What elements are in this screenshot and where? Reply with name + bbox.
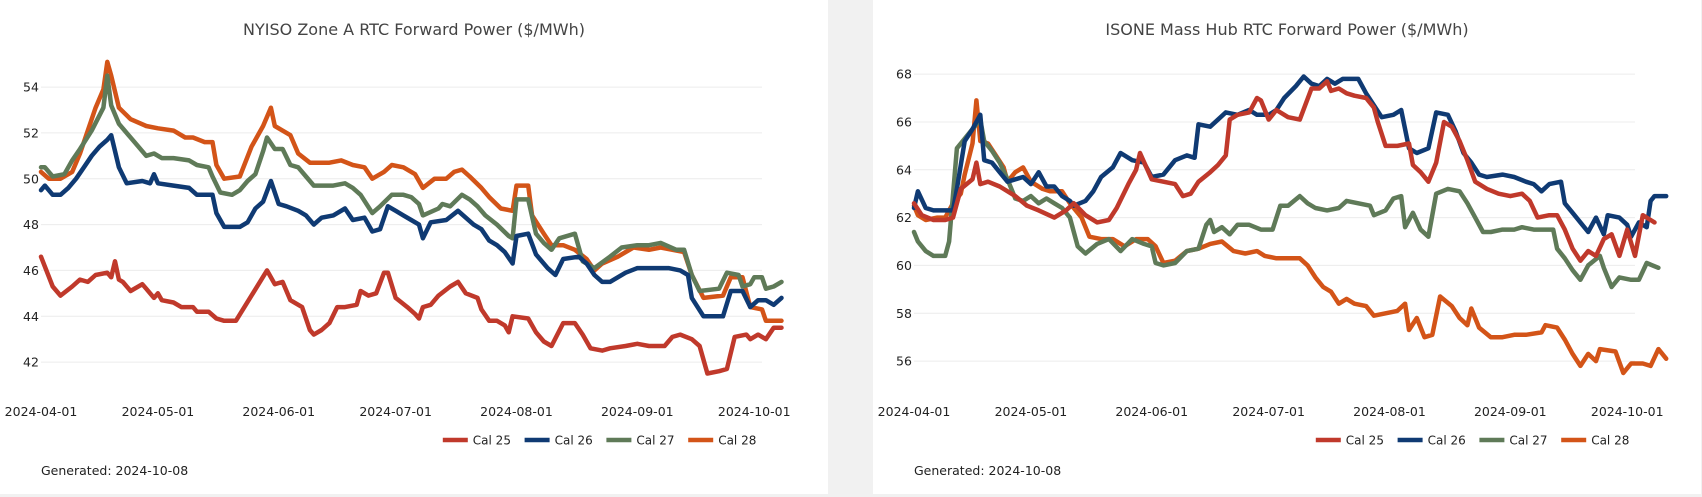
generated-date-note: Generated: 2024-10-08 — [41, 463, 189, 478]
legend-label: Cal 26 — [555, 434, 593, 448]
y-tick-label: 44 — [23, 309, 39, 324]
series-line-cal-26 — [38, 132, 784, 319]
y-tick-label: 52 — [23, 125, 39, 140]
series-line-cal-27 — [38, 73, 784, 294]
chart-legend: Cal 25 Cal 26 Cal 27 Cal 28 — [1315, 434, 1629, 448]
nyiso-chart-panel: NYISO Zone A RTC Forward Power ($/MWh) 4… — [0, 0, 828, 494]
x-tick-label: 2024-07-01 — [1232, 404, 1305, 419]
chart-legend: Cal 25 Cal 26 Cal 27 Cal 28 — [442, 434, 756, 448]
y-tick-label: 64 — [896, 162, 912, 177]
legend-label: Cal 26 — [1428, 434, 1466, 448]
x-tick-label: 2024-04-01 — [878, 404, 951, 419]
series-line-cal-26 — [911, 74, 1669, 239]
x-tick-label: 2024-07-01 — [359, 404, 432, 419]
legend-label: Cal 28 — [718, 434, 756, 448]
nyiso-line-chart: 42 44 46 48 50 52 54 2024-04-01 2024-05-01 2024-0… — [5, 59, 791, 448]
y-tick-label: 58 — [896, 306, 912, 321]
legend-label: Cal 27 — [636, 434, 674, 448]
isone-line-chart: 56 58 60 62 64 66 68 2024-04-01 2024-05-01 2024-0… — [878, 67, 1669, 448]
legend-label: Cal 27 — [1509, 434, 1547, 448]
series-line-cal-25 — [38, 254, 784, 376]
x-tick-label: 2024-10-01 — [1591, 404, 1664, 419]
y-tick-label: 50 — [23, 171, 39, 186]
legend-label: Cal 25 — [1346, 434, 1384, 448]
y-tick-label: 68 — [896, 67, 912, 82]
x-tick-label: 2024-09-01 — [601, 404, 674, 419]
series-line-cal-25 — [911, 79, 1657, 263]
x-tick-label: 2024-06-01 — [242, 404, 315, 419]
x-tick-label: 2024-09-01 — [1474, 404, 1547, 419]
legend-label: Cal 25 — [473, 434, 511, 448]
chart-title: NYISO Zone A RTC Forward Power ($/MWh) — [243, 20, 585, 39]
y-tick-label: 66 — [896, 114, 912, 129]
x-tick-label: 2024-08-01 — [480, 404, 553, 419]
generated-date-note: Generated: 2024-10-08 — [914, 463, 1062, 478]
chart-title: ISONE Mass Hub RTC Forward Power ($/MWh) — [1105, 20, 1469, 39]
legend-label: Cal 28 — [1591, 434, 1629, 448]
y-tick-label: 60 — [896, 258, 912, 273]
series-line-cal-28 — [38, 59, 784, 324]
x-tick-label: 2024-08-01 — [1353, 404, 1426, 419]
x-tick-label: 2024-06-01 — [1115, 404, 1188, 419]
y-tick-label: 48 — [23, 217, 39, 232]
x-tick-label: 2024-10-01 — [718, 404, 791, 419]
x-tick-label: 2024-04-01 — [5, 404, 78, 419]
x-tick-label: 2024-05-01 — [122, 404, 195, 419]
y-tick-label: 42 — [23, 355, 39, 370]
y-tick-label: 46 — [23, 263, 39, 278]
y-tick-label: 62 — [896, 210, 912, 225]
y-tick-label: 56 — [896, 354, 912, 369]
x-tick-label: 2024-05-01 — [995, 404, 1068, 419]
isone-chart-panel: ISONE Mass Hub RTC Forward Power ($/MWh)… — [873, 0, 1701, 494]
y-tick-label: 54 — [23, 80, 39, 95]
